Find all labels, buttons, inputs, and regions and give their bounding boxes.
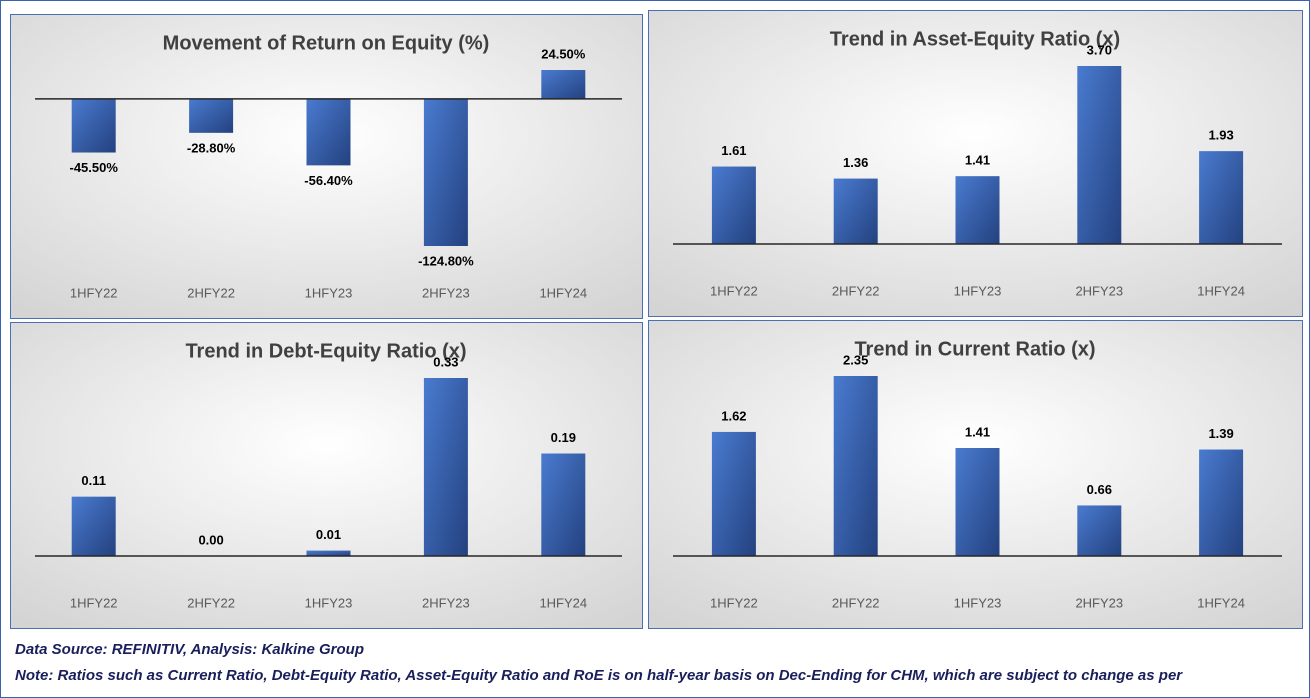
bar <box>833 178 878 244</box>
bar <box>306 550 351 556</box>
bar <box>423 98 468 247</box>
x-tick-label: 2HFY22 <box>832 283 880 298</box>
value-label: 0.11 <box>81 473 106 488</box>
bar <box>1199 151 1244 244</box>
chart-title: Trend in Asset-Equity Ratio (x) <box>830 28 1120 50</box>
x-tick-label: 1HFY23 <box>305 285 353 300</box>
x-tick-label: 1HFY22 <box>70 285 118 300</box>
x-tick-label: 1HFY24 <box>1197 595 1245 610</box>
charts: Movement of Return on Equity (%) -45.50% 1… <box>10 10 1303 629</box>
x-tick-label: 2HFY23 <box>422 285 470 300</box>
value-label: 0.00 <box>198 532 223 547</box>
value-label: -56.40% <box>304 173 353 188</box>
value-label: -124.80% <box>418 253 474 268</box>
x-tick-label: 2HFY22 <box>187 285 235 300</box>
value-label: 1.93 <box>1208 128 1233 143</box>
bar <box>1077 505 1122 556</box>
x-tick-label: 2HFY23 <box>1075 595 1123 610</box>
bar <box>71 496 116 556</box>
x-tick-label: 1HFY23 <box>954 595 1002 610</box>
chart-title: Trend in Current Ratio (x) <box>854 338 1095 360</box>
source-note: Data Source: REFINITIV, Analysis: Kalkin… <box>15 641 364 658</box>
value-label: 2.35 <box>843 352 868 367</box>
bar <box>955 176 1000 244</box>
bar <box>306 98 351 166</box>
x-tick-label: 1HFY22 <box>710 595 758 610</box>
chart-title: Movement of Return on Equity (%) <box>163 32 490 54</box>
value-label: 1.61 <box>721 143 746 158</box>
note: Note: Ratios such as Current Ratio, Debt… <box>15 667 1183 684</box>
bar <box>1199 449 1244 556</box>
bar <box>541 70 586 99</box>
value-label: 1.41 <box>965 424 990 439</box>
x-tick-label: 2HFY22 <box>187 595 235 610</box>
value-label: 1.41 <box>965 153 990 168</box>
bar <box>423 378 468 556</box>
panel-background <box>10 14 643 319</box>
chart-title: Trend in Debt-Equity Ratio (x) <box>185 340 466 362</box>
x-tick-label: 1HFY24 <box>539 595 587 610</box>
x-tick-label: 1HFY24 <box>1197 283 1245 298</box>
x-tick-label: 2HFY23 <box>1075 283 1123 298</box>
bar <box>711 166 756 244</box>
value-label: -28.80% <box>187 140 236 155</box>
value-label: 24.50% <box>541 46 586 61</box>
chart-panel: Trend in Current Ratio (x) 1.62 1HFY22 2.35… <box>648 320 1303 629</box>
panel-background <box>648 10 1303 317</box>
value-label: 1.36 <box>843 155 868 170</box>
x-tick-label: 1HFY24 <box>539 285 587 300</box>
value-label: 0.66 <box>1087 482 1112 497</box>
value-label: -45.50% <box>69 160 118 175</box>
value-label: 0.01 <box>316 527 341 542</box>
bar <box>711 431 756 556</box>
panel-background <box>10 322 643 629</box>
x-tick-label: 1HFY23 <box>305 595 353 610</box>
bar <box>955 448 1000 556</box>
chart-panel: Trend in Asset-Equity Ratio (x) 1.61 1HFY2… <box>648 10 1303 317</box>
value-label: 1.39 <box>1208 426 1233 441</box>
bar <box>541 453 586 556</box>
value-label: 0.33 <box>433 354 458 369</box>
x-tick-label: 1HFY22 <box>70 595 118 610</box>
x-tick-label: 1HFY22 <box>710 283 758 298</box>
value-label: 1.62 <box>721 408 746 423</box>
bar <box>1077 66 1122 244</box>
x-tick-label: 2HFY23 <box>422 595 470 610</box>
chart-panel: Trend in Debt-Equity Ratio (x) 0.11 1HFY22… <box>10 322 643 629</box>
value-label: 3.70 <box>1087 42 1112 57</box>
x-tick-label: 2HFY22 <box>832 595 880 610</box>
bar <box>189 98 234 133</box>
bar <box>71 98 116 153</box>
bar <box>833 376 878 556</box>
chart-panel: Movement of Return on Equity (%) -45.50% 1… <box>10 14 643 319</box>
x-tick-label: 1HFY23 <box>954 283 1002 298</box>
value-label: 0.19 <box>551 430 576 445</box>
